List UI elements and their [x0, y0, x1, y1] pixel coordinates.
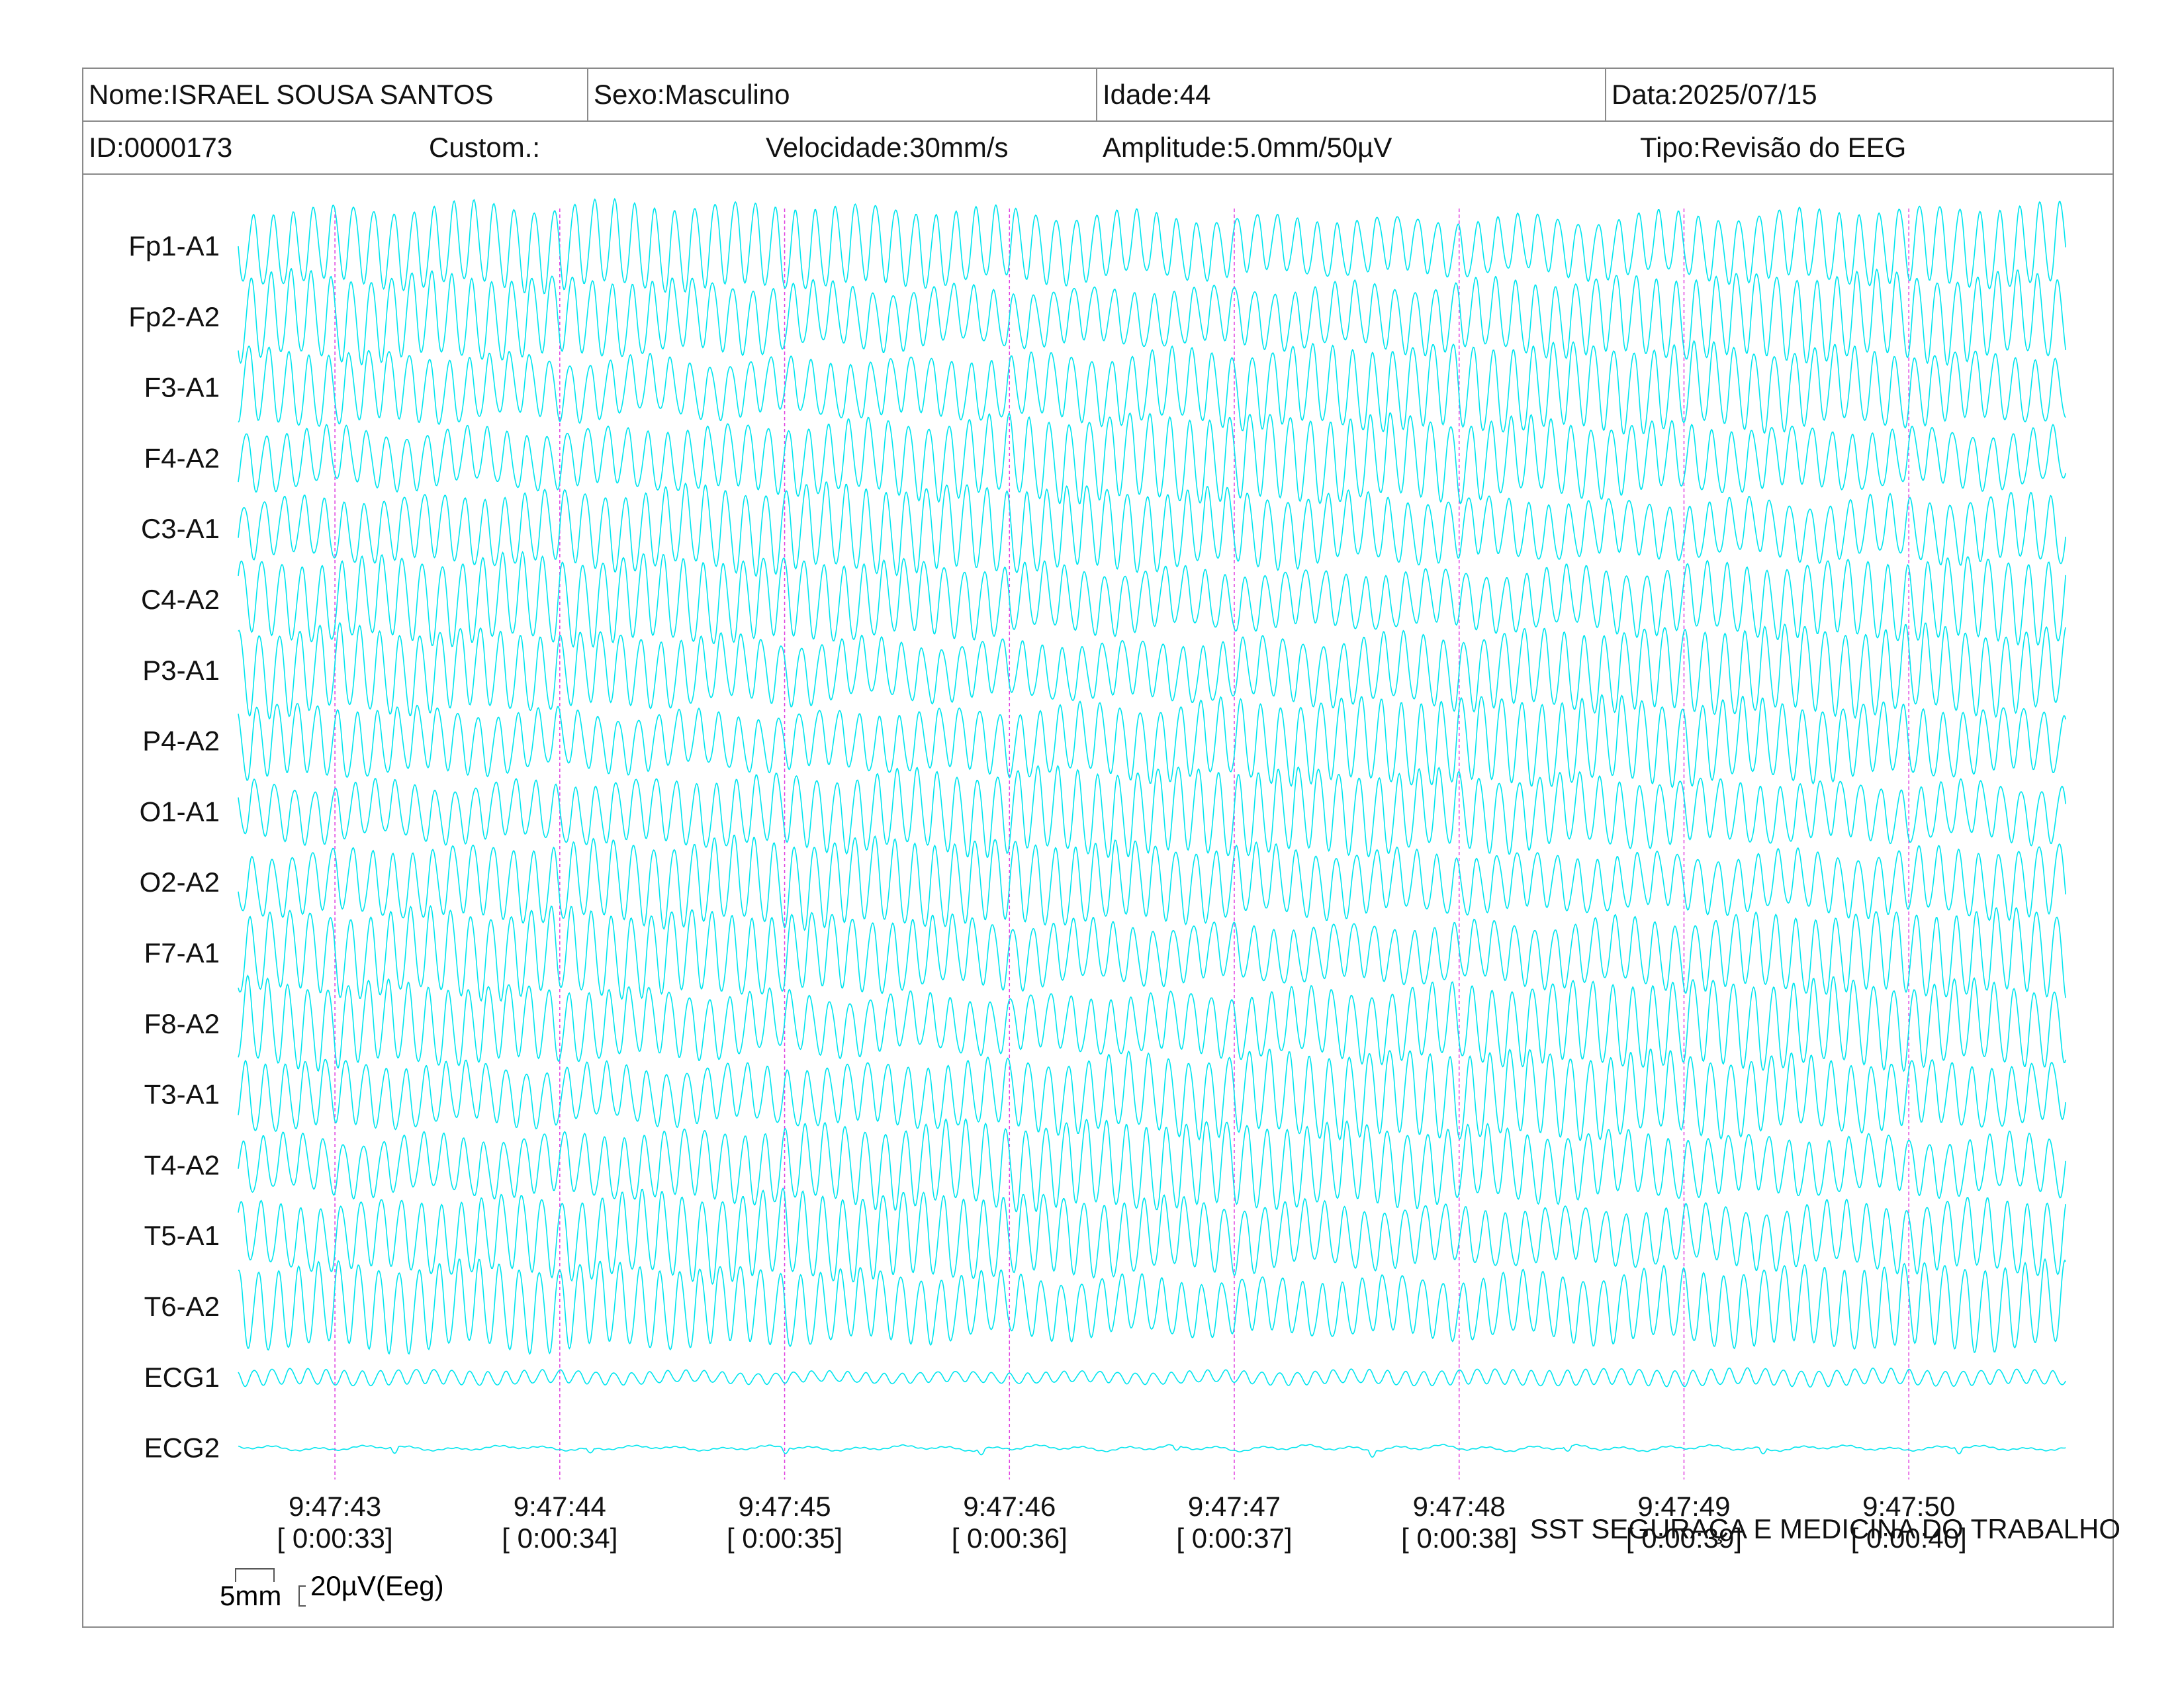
time-marker-elapsed: [ 0:00:36] [952, 1523, 1068, 1554]
channel-label: T4-A2 [144, 1149, 220, 1180]
time-marker-lines [334, 209, 1909, 1479]
channel-trace [238, 267, 2066, 366]
channel-trace [238, 765, 2066, 859]
recording-info-row: ID:0000173 Custom.: Velocidade:30mm/s Am… [83, 122, 2113, 175]
record-type: Tipo:Revisão do EEG [1640, 132, 1907, 163]
custom-field: Custom.: [429, 132, 541, 163]
channel-label: P4-A2 [142, 726, 220, 757]
channel-label: ECG1 [144, 1362, 220, 1393]
time-marker-clock: 9:47:45 [738, 1491, 831, 1522]
time-marker-elapsed: [ 0:00:34] [502, 1523, 617, 1554]
time-marker-elapsed: [ 0:00:39] [1626, 1523, 1742, 1554]
channel-label: P3-A1 [142, 655, 220, 686]
channel-trace [238, 1187, 2066, 1286]
channel-label: T5-A1 [144, 1220, 220, 1251]
channel-label: C3-A1 [141, 513, 220, 544]
channel-trace [238, 974, 2066, 1072]
channel-trace [238, 1117, 2066, 1213]
channel-label: ECG2 [144, 1432, 220, 1464]
scale-bar-uv [298, 1585, 306, 1607]
time-marker-elapsed: [ 0:00:40] [1851, 1523, 1967, 1554]
channel-trace [238, 694, 2066, 788]
channel-label: C4-A2 [141, 584, 220, 615]
channel-label: T6-A2 [144, 1291, 220, 1322]
patient-name: Nome:ISRAEL SOUSA SANTOS [83, 69, 588, 120]
eeg-report-frame: Nome:ISRAEL SOUSA SANTOS Sexo:Masculino … [82, 68, 2114, 1628]
channel-trace [238, 1048, 2066, 1142]
time-marker-clock: 9:47:47 [1188, 1491, 1281, 1522]
time-marker-clock: 9:47:46 [963, 1491, 1056, 1522]
time-marker-clock: 9:47:48 [1413, 1491, 1506, 1522]
channel-trace [238, 905, 2066, 1002]
scale-label-uv: 20µV(Eeg) [310, 1570, 444, 1601]
channel-label: O2-A2 [140, 867, 220, 898]
patient-id: ID:0000173 [89, 132, 233, 163]
patient-sex: Sexo:Masculino [588, 69, 1097, 120]
calibration-scale: 5mm 20µV(Eeg) [220, 1568, 444, 1611]
channel-label: Fp1-A1 [128, 230, 220, 261]
channel-trace [238, 481, 2066, 578]
channel-label: F7-A1 [144, 937, 220, 968]
time-marker-clock: 9:47:50 [1862, 1491, 1955, 1522]
channel-label: Fp2-A2 [128, 301, 220, 332]
channel-trace [238, 1367, 2066, 1388]
scale-bar-mm [235, 1568, 275, 1582]
channel-labels: Fp1-A1 Fp2-A2 F3-A1 F4-A2 C3-A1 C4-A2 P3-A1 P4-… [128, 230, 220, 1464]
channel-label: F3-A1 [144, 372, 220, 403]
time-marker-clock: 9:47:43 [289, 1491, 381, 1522]
time-marker-elapsed: [ 0:00:38] [1401, 1523, 1517, 1554]
patient-info-row: Nome:ISRAEL SOUSA SANTOS Sexo:Masculino … [83, 69, 2113, 122]
channel-trace [238, 1444, 2066, 1458]
channel-trace [238, 340, 2066, 435]
scale-label-mm: 5mm [220, 1580, 281, 1611]
time-marker-clock: 9:47:44 [514, 1491, 606, 1522]
channel-trace [238, 622, 2066, 720]
time-marker-clock: 9:47:49 [1637, 1491, 1730, 1522]
channel-trace [238, 834, 2066, 931]
time-labels: 9:47:43[ 0:00:33] 9:47:44[ 0:00:34] 9:47:4… [277, 1491, 1967, 1554]
channel-trace [238, 551, 2066, 648]
patient-age: Idade:44 [1097, 69, 1606, 120]
channel-label: T3-A1 [144, 1079, 220, 1110]
channel-label: F8-A2 [144, 1008, 220, 1039]
channel-trace [238, 1258, 2066, 1356]
clinic-name: SST SEGURAÇA E MEDICINA DO TRABALHO [1529, 1513, 2120, 1544]
eeg-traces [238, 197, 2066, 1458]
channel-label: O1-A1 [140, 796, 220, 827]
channel-trace [238, 412, 2066, 505]
record-date: Data:2025/07/15 [1612, 79, 1817, 110]
speed-setting: Velocidade:30mm/s [766, 132, 1009, 163]
time-marker-elapsed: [ 0:00:35] [727, 1523, 842, 1554]
amplitude-setting: Amplitude:5.0mm/50µV [1103, 132, 1392, 163]
time-marker-elapsed: [ 0:00:33] [277, 1523, 393, 1554]
time-marker-elapsed: [ 0:00:37] [1176, 1523, 1292, 1554]
channel-trace [238, 197, 2066, 295]
channel-label: F4-A2 [144, 442, 220, 473]
